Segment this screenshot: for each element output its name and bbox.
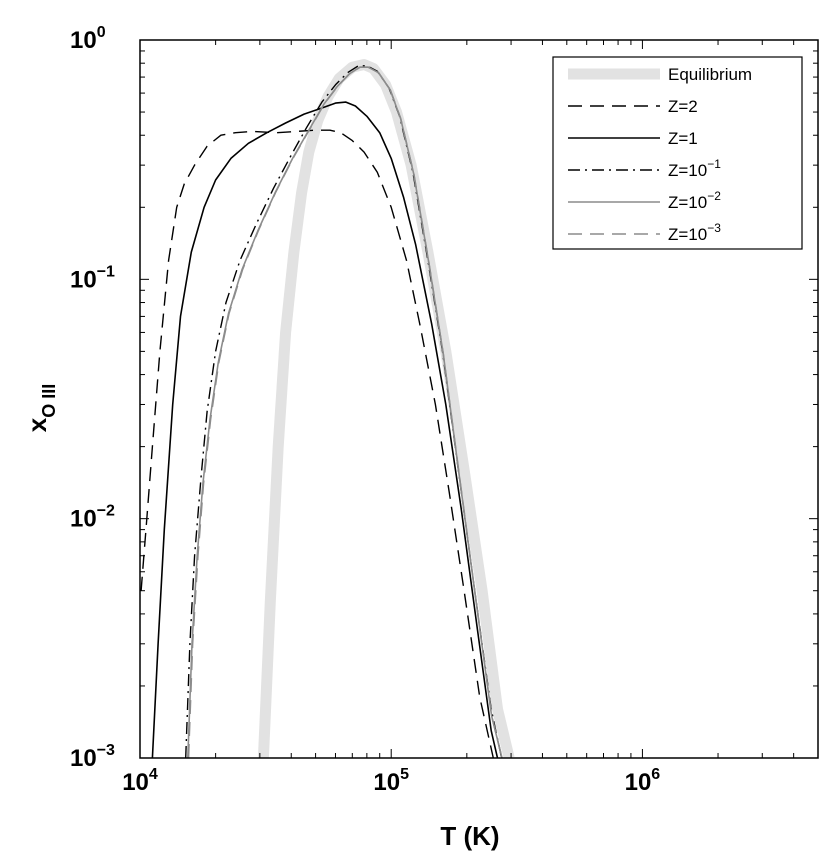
x-tick-label-base: 10 [122, 769, 149, 796]
legend-label-0: Equilibrium [668, 65, 752, 84]
series-line-2 [151, 101, 499, 758]
legend-label-5: Z=10−3 [668, 221, 721, 244]
x-tick-label-2: 106 [625, 766, 661, 796]
y-axis-title: xO III [22, 384, 59, 432]
x-tick-label-0: 104 [122, 766, 158, 796]
series-line-0 [257, 59, 515, 758]
legend-box [552, 56, 803, 250]
x-tick-label-exp: 5 [400, 766, 409, 783]
x-tick-label-base: 10 [373, 769, 400, 796]
y-axis-title-base: x [22, 417, 52, 432]
x-axis-title: T (K) [440, 821, 499, 851]
series-line-1 [140, 129, 494, 758]
y-tick-label-2: 10−1 [70, 263, 115, 293]
legend-label-3: Z=10−1 [668, 157, 721, 180]
y-tick-label-0: 10−3 [70, 742, 115, 772]
legend-label-1: Z=2 [668, 97, 698, 116]
y-tick-label-base: 10 [70, 745, 97, 772]
legend-label-base: Equilibrium [668, 65, 752, 84]
legend-label-base: Z=10 [668, 225, 707, 244]
legend-label-base: Z=1 [668, 129, 698, 148]
y-tick-label-base: 10 [70, 27, 97, 54]
legend-label-base: Z=10 [668, 161, 707, 180]
legend-label-4: Z=10−2 [668, 189, 721, 212]
legend-label-exp: −2 [707, 189, 721, 203]
x-tick-label-base: 10 [625, 769, 652, 796]
x-tick-label-exp: 4 [149, 766, 158, 783]
y-tick-label-base: 10 [70, 506, 97, 533]
y-tick-label-exp: −3 [97, 742, 115, 759]
ticks-layer [139, 39, 819, 759]
x-tick-label-1: 105 [373, 766, 409, 796]
x-tick-label-exp: 6 [651, 766, 660, 783]
y-tick-label-base: 10 [70, 266, 97, 293]
legend-label-base: Z=2 [668, 97, 698, 116]
legend-label-base: Z=10 [668, 193, 707, 212]
y-tick-label-1: 10−2 [70, 503, 115, 533]
legend-label-exp: −3 [707, 221, 721, 235]
legend-label-2: Z=1 [668, 129, 698, 148]
y-tick-label-exp: 0 [97, 24, 106, 41]
legend-label-exp: −1 [707, 157, 721, 171]
series-line-5 [187, 66, 503, 758]
y-tick-label-3: 100 [70, 24, 106, 54]
y-tick-label-exp: −1 [97, 263, 115, 280]
y-axis-title-sub: O III [39, 384, 59, 418]
y-tick-label-exp: −2 [97, 503, 115, 520]
series-layer [140, 59, 515, 758]
plot-frame [139, 39, 819, 759]
